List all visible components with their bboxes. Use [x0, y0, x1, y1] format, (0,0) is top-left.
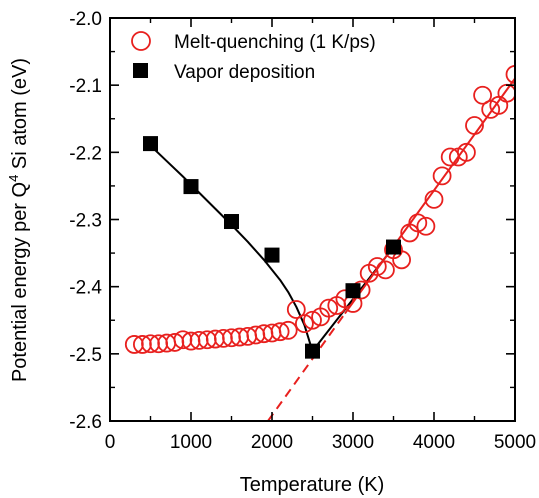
y-axis-title: Potential energy per Q4 Si atom (eV): [6, 58, 31, 382]
black-fit-line: [149, 144, 314, 352]
legend: Melt-quenching (1 K/ps) Vapor deposition: [131, 31, 376, 83]
legend-label-vapor-deposition: Vapor deposition: [174, 62, 315, 83]
x-tick-label: 2000: [251, 432, 293, 453]
melt-quenching-point: [367, 257, 387, 276]
axis-ticks: 0 1000 2000 3000 4000 5000 -2.6 -2.5 -2.4 -2.3 -2.…: [69, 9, 536, 453]
y-tick-label: -2.1: [69, 76, 102, 97]
vapor-deposition-point: [345, 283, 361, 299]
melt-quenching-point: [286, 300, 306, 319]
y-tick-label: -2.0: [69, 9, 102, 30]
melt-quenching-point: [278, 320, 298, 340]
melt-quenching-point: [424, 189, 444, 209]
y-tick-label: -2.2: [69, 143, 102, 164]
vapor-deposition-point: [183, 179, 199, 195]
y-axis-title-main: Potential energy per Q: [9, 182, 31, 382]
vapor-deposition-point: [264, 247, 280, 263]
melt-quenching-point: [375, 260, 395, 280]
vapor-deposition-point: [305, 343, 320, 359]
vapor-deposition-point: [386, 239, 401, 255]
y-axis-title-superscript: 4: [6, 175, 21, 182]
vapor-deposition-point: [224, 214, 239, 230]
x-tick-label: 3000: [332, 432, 374, 453]
melt-quenching-point: [392, 250, 412, 270]
x-axis-title: Temperature (K): [240, 474, 385, 496]
melt-quenching-point: [432, 166, 452, 186]
x-tick-label: 0: [105, 432, 116, 453]
melt-quenching-point: [497, 83, 515, 103]
melt-quenching-point: [505, 65, 515, 84]
melt-quenching-point: [456, 142, 476, 162]
y-tick-label: -2.5: [69, 345, 102, 366]
vapor-deposition-series: [143, 136, 401, 359]
x-tick-label: 4000: [413, 432, 455, 453]
y-tick-label: -2.4: [69, 278, 102, 299]
y-tick-label: -2.6: [69, 412, 102, 433]
melt-quenching-point: [473, 85, 493, 105]
red-fit-line: [267, 312, 346, 421]
legend-marker-melt-quenching: [131, 31, 151, 51]
melt-quenching-point: [270, 322, 290, 342]
melt-quenching-point: [303, 310, 322, 330]
melt-quenching-point: [319, 298, 339, 318]
vapor-deposition-point: [143, 136, 158, 152]
legend-marker-vapor-deposition: [133, 63, 148, 78]
melt-quenching-point: [408, 213, 428, 233]
legend-label-melt-quenching: Melt-quenching (1 K/ps): [174, 32, 376, 53]
y-tick-label: -2.3: [69, 211, 102, 232]
melt-quenching-point: [294, 314, 314, 334]
x-tick-label: 5000: [494, 432, 536, 453]
melt-quenching-point: [416, 216, 436, 236]
fit-lines: [149, 77, 515, 421]
y-axis-title-tail: Si atom (eV): [9, 58, 31, 175]
x-tick-label: 1000: [170, 432, 212, 453]
melt-quenching-point: [465, 116, 484, 135]
melt-quenching-series: [124, 65, 515, 354]
